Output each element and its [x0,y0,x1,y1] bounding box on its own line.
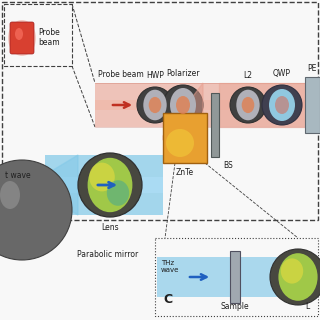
FancyBboxPatch shape [45,155,163,215]
Text: THz
wave: THz wave [161,260,180,273]
Ellipse shape [143,90,167,120]
Text: Sample: Sample [221,302,249,311]
FancyBboxPatch shape [45,177,163,193]
Polygon shape [230,251,240,303]
Circle shape [163,85,203,125]
Text: ZnTe: ZnTe [176,168,194,177]
Ellipse shape [176,96,190,114]
Polygon shape [163,83,203,140]
Circle shape [270,249,320,305]
Ellipse shape [236,90,260,120]
Text: BS: BS [223,161,233,170]
FancyBboxPatch shape [157,257,316,297]
Polygon shape [211,93,219,157]
Circle shape [137,87,173,123]
Ellipse shape [149,97,161,113]
Ellipse shape [88,158,132,212]
Text: t wave: t wave [5,171,31,180]
Ellipse shape [166,129,194,157]
Text: Probe
beam: Probe beam [38,28,60,47]
Ellipse shape [0,181,20,209]
Text: Polarizer: Polarizer [166,69,200,78]
FancyBboxPatch shape [95,100,318,110]
FancyBboxPatch shape [163,113,207,163]
Text: C: C [163,293,172,306]
Text: QWP: QWP [273,69,291,78]
Polygon shape [45,155,78,215]
Circle shape [230,87,266,123]
Text: Lens: Lens [101,223,119,232]
Text: Probe beam: Probe beam [98,70,144,79]
Ellipse shape [281,259,303,284]
Ellipse shape [15,28,23,40]
Ellipse shape [107,180,129,206]
Ellipse shape [275,96,289,114]
Ellipse shape [278,253,318,301]
FancyBboxPatch shape [95,83,318,127]
Text: L: L [306,302,310,311]
Circle shape [262,85,302,125]
FancyBboxPatch shape [10,22,34,54]
Ellipse shape [8,20,36,56]
Ellipse shape [242,97,254,113]
Ellipse shape [170,88,196,122]
Circle shape [0,160,72,260]
Text: PE: PE [307,64,316,73]
Text: HWP: HWP [146,71,164,80]
Polygon shape [219,83,318,127]
Ellipse shape [269,89,295,121]
FancyBboxPatch shape [305,77,320,133]
Text: Parabolic mirror: Parabolic mirror [77,250,138,259]
Text: L2: L2 [244,71,252,80]
Circle shape [78,153,142,217]
Ellipse shape [89,163,115,191]
